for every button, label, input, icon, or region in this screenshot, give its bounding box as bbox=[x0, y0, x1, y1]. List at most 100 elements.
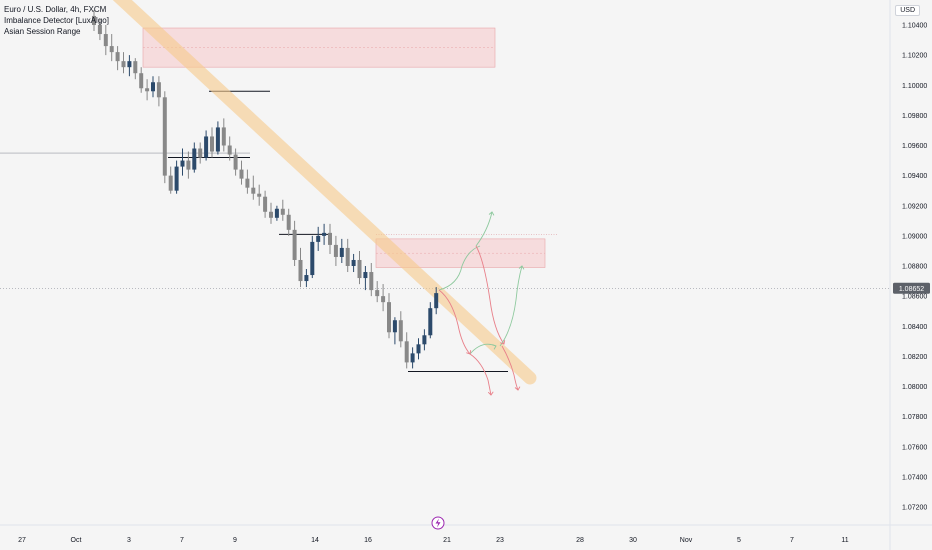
candle-body[interactable] bbox=[274, 208, 279, 218]
time-tick-label: 28 bbox=[576, 537, 584, 544]
time-tick-label: 21 bbox=[443, 537, 451, 544]
price-tick-label: 1.09200 bbox=[902, 203, 927, 210]
candle-body[interactable] bbox=[292, 229, 297, 260]
projection-down-1[interactable] bbox=[438, 289, 471, 355]
candle-body[interactable] bbox=[428, 308, 433, 336]
time-tick-label: Nov bbox=[680, 537, 693, 544]
candle-body[interactable] bbox=[156, 82, 161, 98]
candle-body[interactable] bbox=[92, 15, 96, 25]
price-tick-label: 1.10200 bbox=[902, 53, 927, 60]
candle-body[interactable] bbox=[251, 187, 256, 194]
projection-arrowhead bbox=[488, 211, 495, 216]
candle-body[interactable] bbox=[381, 296, 386, 303]
candle-body[interactable] bbox=[322, 232, 327, 236]
candle-body[interactable] bbox=[316, 235, 321, 242]
price-tick-label: 1.09400 bbox=[902, 173, 927, 180]
candle-body[interactable] bbox=[257, 193, 262, 197]
trendline[interactable] bbox=[112, 0, 537, 385]
candle-body[interactable] bbox=[286, 214, 291, 230]
price-tick-label: 1.07400 bbox=[902, 474, 927, 481]
projection-arrowhead bbox=[518, 265, 525, 270]
candle-body[interactable] bbox=[210, 136, 214, 152]
candle-body[interactable] bbox=[180, 160, 185, 167]
candle-body[interactable] bbox=[162, 97, 167, 176]
candle-body[interactable] bbox=[263, 196, 268, 212]
projection-up-4[interactable] bbox=[499, 265, 523, 347]
candle-body[interactable] bbox=[363, 272, 368, 279]
candle-body[interactable] bbox=[233, 154, 238, 170]
candle-body[interactable] bbox=[387, 302, 391, 333]
indicator-imbalance[interactable]: Imbalance Detector [LuxAlgo] bbox=[4, 16, 109, 25]
candle-body[interactable] bbox=[192, 148, 197, 170]
candle-body[interactable] bbox=[127, 61, 132, 68]
time-tick-label: 7 bbox=[790, 537, 794, 544]
projection-arrowhead bbox=[492, 344, 497, 350]
candle-body[interactable] bbox=[298, 259, 303, 282]
candle-body[interactable] bbox=[121, 61, 126, 68]
candle-body[interactable] bbox=[139, 73, 144, 89]
projection-up-1[interactable] bbox=[438, 245, 481, 291]
projection-down-3[interactable] bbox=[469, 353, 492, 396]
price-tick-label: 1.08400 bbox=[902, 324, 927, 331]
candle-body[interactable] bbox=[109, 46, 114, 53]
projection-down-4[interactable] bbox=[501, 345, 519, 391]
candle-body[interactable] bbox=[369, 272, 374, 291]
time-tick-label: Oct bbox=[71, 537, 82, 544]
price-tick-label: 1.08600 bbox=[902, 294, 927, 301]
candle-body[interactable] bbox=[416, 344, 421, 354]
candle-body[interactable] bbox=[410, 353, 415, 363]
candle-body[interactable] bbox=[280, 208, 285, 215]
candle-body[interactable] bbox=[115, 52, 120, 62]
candle-body[interactable] bbox=[221, 127, 226, 146]
candle-body[interactable] bbox=[398, 320, 403, 342]
candle-body[interactable] bbox=[351, 259, 356, 266]
candle-body[interactable] bbox=[151, 82, 155, 92]
candle-body[interactable] bbox=[304, 275, 309, 282]
candle-body[interactable] bbox=[434, 293, 439, 309]
time-tick-label: 27 bbox=[18, 537, 26, 544]
chart-legend: Euro / U.S. Dollar, 4h, FXCM Imbalance D… bbox=[4, 4, 109, 37]
price-tick-label: 1.07200 bbox=[902, 505, 927, 512]
candle-body[interactable] bbox=[186, 160, 191, 170]
candle-body[interactable] bbox=[310, 241, 315, 276]
candle-body[interactable] bbox=[375, 290, 380, 297]
candle-body[interactable] bbox=[174, 166, 179, 191]
candle-body[interactable] bbox=[422, 335, 427, 345]
price-tick-label: 1.10000 bbox=[902, 83, 927, 90]
price-tick-label: 1.09600 bbox=[902, 143, 927, 150]
candle-body[interactable] bbox=[97, 25, 102, 35]
candle-body[interactable] bbox=[333, 244, 338, 257]
currency-button[interactable]: USD bbox=[895, 5, 920, 16]
price-tick-label: 1.08200 bbox=[902, 354, 927, 361]
candle-body[interactable] bbox=[133, 61, 138, 74]
candle-body[interactable] bbox=[357, 259, 362, 279]
symbol-title[interactable]: Euro / U.S. Dollar, 4h, FXCM bbox=[4, 5, 107, 14]
candle-body[interactable] bbox=[392, 320, 397, 333]
candle-body[interactable] bbox=[198, 148, 203, 158]
candle-body[interactable] bbox=[404, 341, 409, 363]
time-tick-label: 7 bbox=[180, 537, 184, 544]
candle-body[interactable] bbox=[345, 247, 350, 266]
projection-up-2[interactable] bbox=[475, 211, 493, 247]
candle-body[interactable] bbox=[168, 175, 173, 191]
candle-body[interactable] bbox=[328, 232, 332, 245]
candle-body[interactable] bbox=[103, 34, 108, 47]
price-tick-label: 1.10400 bbox=[902, 23, 927, 30]
candle-body[interactable] bbox=[269, 211, 273, 218]
current-price-tag bbox=[893, 282, 930, 294]
candle-body[interactable] bbox=[239, 169, 244, 179]
candle-body[interactable] bbox=[245, 178, 250, 188]
candle-body[interactable] bbox=[215, 127, 220, 152]
projection-arrowhead bbox=[466, 350, 472, 355]
projection-down-2[interactable] bbox=[475, 245, 505, 345]
candle-body[interactable] bbox=[204, 136, 209, 158]
time-tick-label: 14 bbox=[311, 537, 319, 544]
price-tick-label: 1.08800 bbox=[902, 264, 927, 271]
candle-body[interactable] bbox=[227, 145, 232, 155]
lightning-icon bbox=[435, 518, 441, 528]
time-tick-label: 3 bbox=[127, 537, 131, 544]
candle-body[interactable] bbox=[145, 88, 150, 92]
indicator-asian-session[interactable]: Asian Session Range bbox=[4, 27, 81, 36]
candle-body[interactable] bbox=[339, 247, 344, 257]
